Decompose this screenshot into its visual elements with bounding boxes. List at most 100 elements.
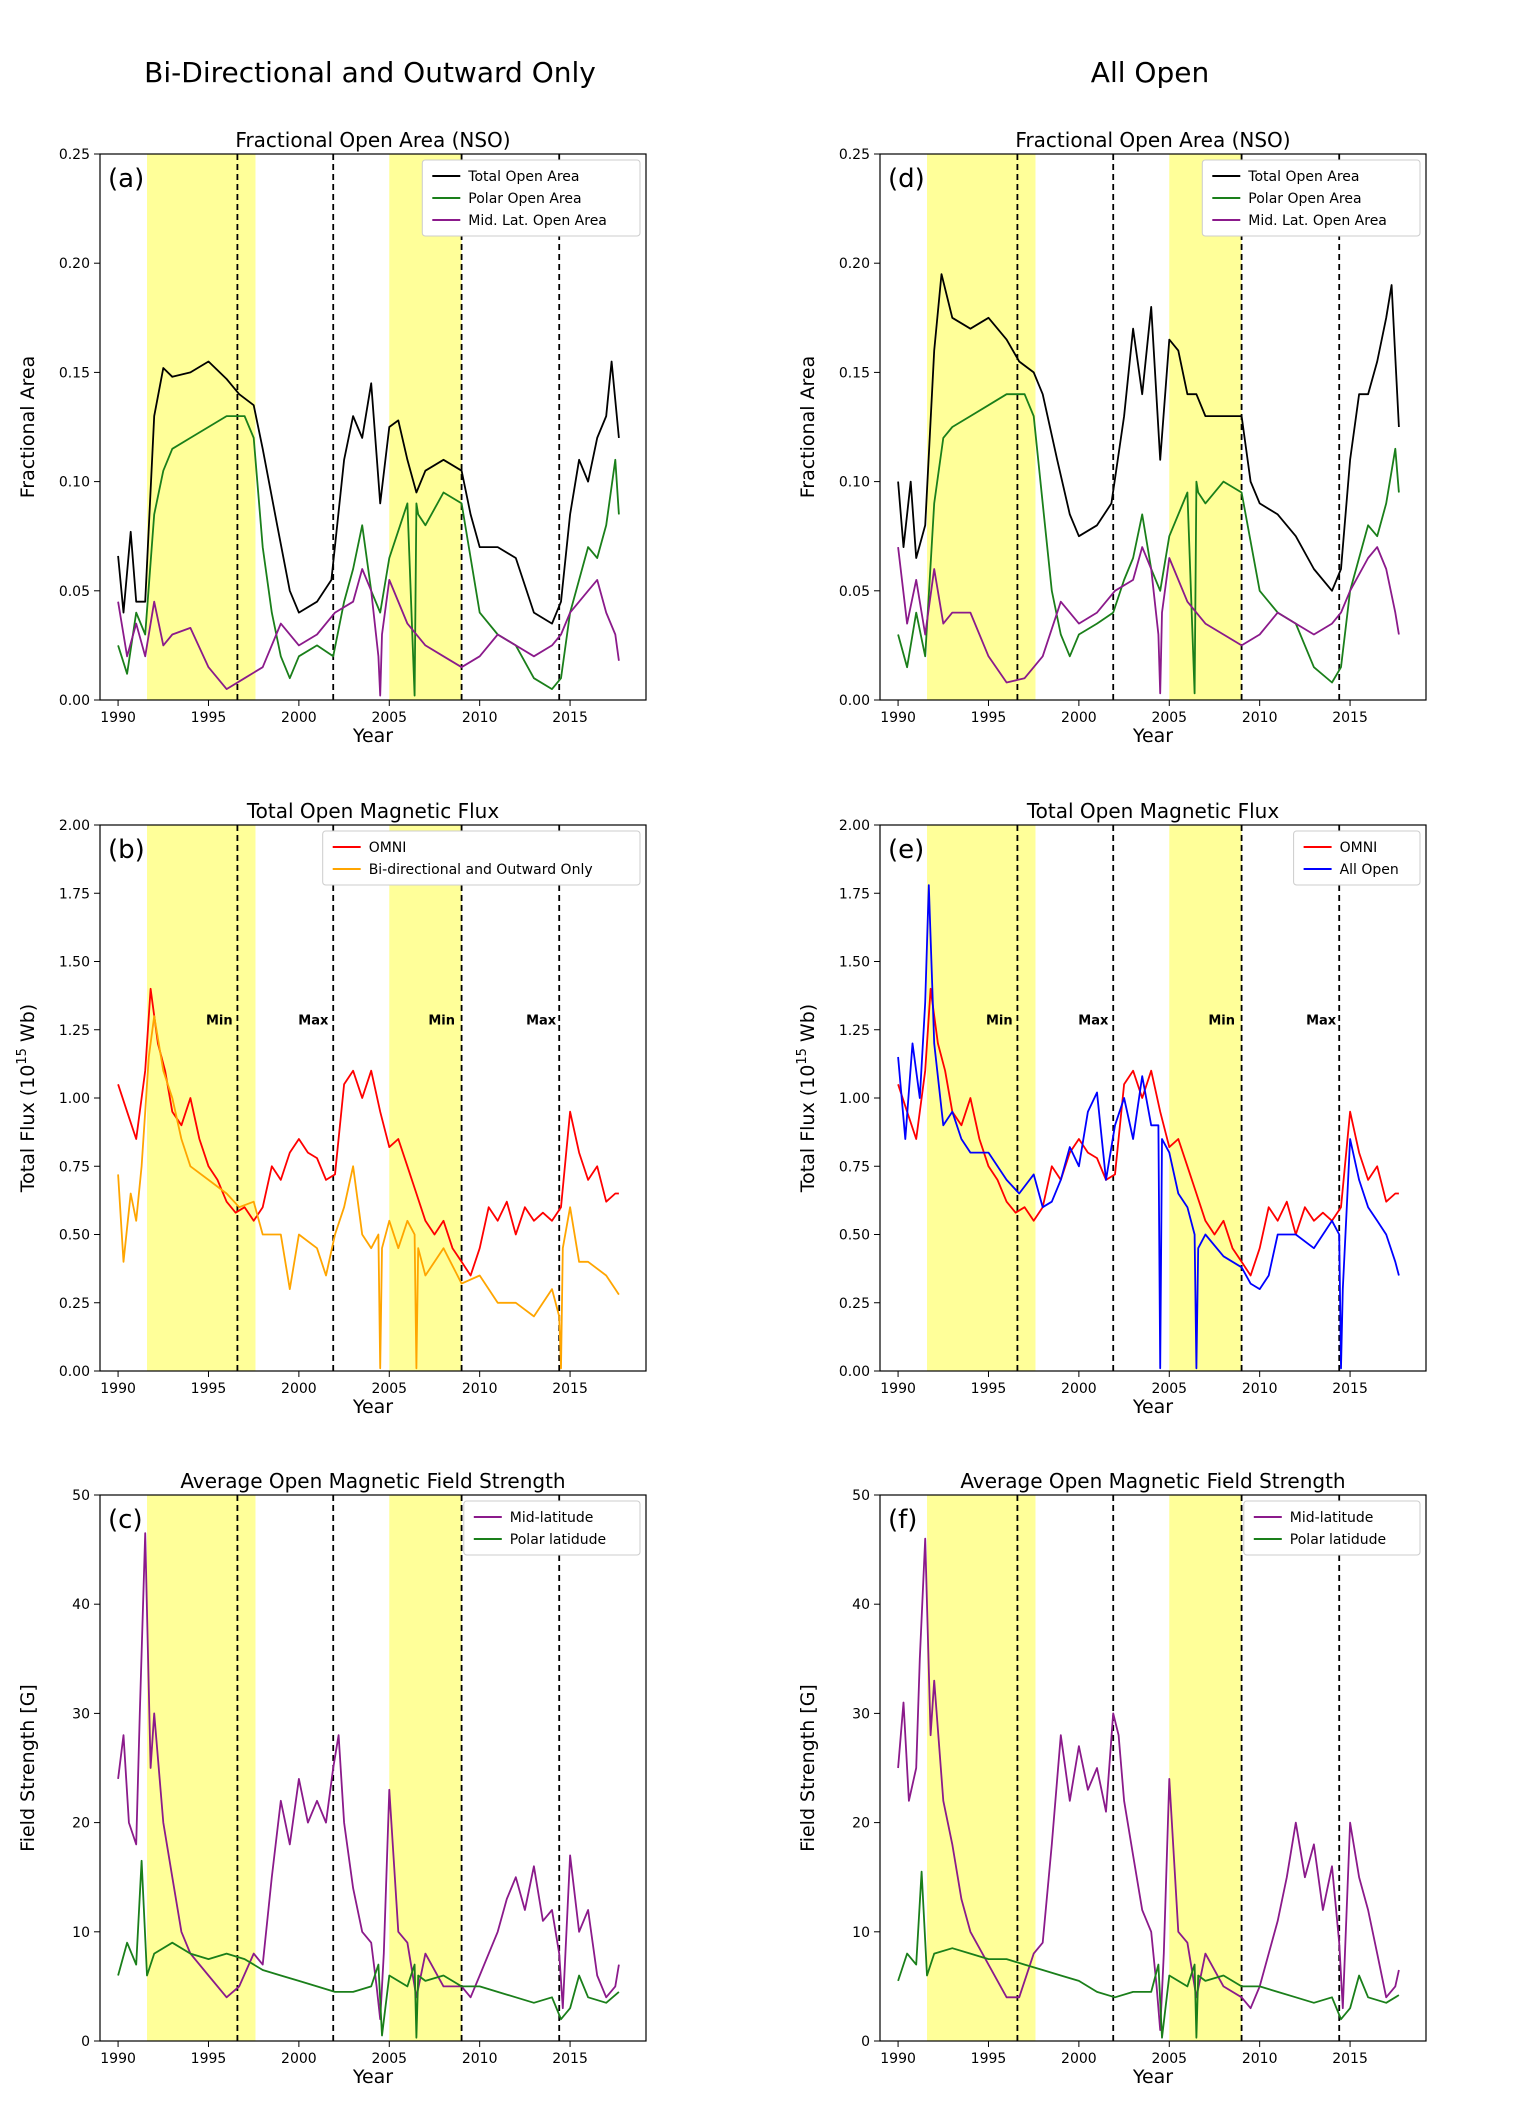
x-tick-label: 2005 bbox=[1151, 2051, 1187, 2067]
panel-c: 1990 1995 2000 2005 2010 2015 0 10 20 30 40 50 Avera… bbox=[17, 1469, 647, 2088]
y-tick-label: 30 bbox=[72, 1706, 90, 1722]
y-tick-label: 2.00 bbox=[59, 818, 90, 834]
x-tick-label: 2000 bbox=[1061, 2051, 1097, 2067]
series-line-1 bbox=[117, 415, 620, 697]
panel-d: 1990 1995 2000 2005 2010 2015 0.00 0.05 0.10 0.15… bbox=[797, 128, 1427, 747]
series-group bbox=[117, 1532, 620, 2039]
y-tick-label: 0.15 bbox=[839, 365, 870, 381]
legend-box bbox=[1293, 830, 1421, 886]
shaded-interval-1 bbox=[1169, 825, 1242, 1371]
shaded-interval-1 bbox=[389, 825, 462, 1371]
x-tick-label: 1995 bbox=[971, 1381, 1007, 1397]
shaded-interval-0 bbox=[927, 1495, 1036, 2041]
y-tick-label: 40 bbox=[72, 1597, 90, 1613]
x-tick-label: 2000 bbox=[1061, 710, 1097, 726]
x-tick-label: 2015 bbox=[1332, 1381, 1368, 1397]
panel-label: (a) bbox=[108, 164, 144, 194]
legend-label: OMNI bbox=[369, 840, 407, 856]
x-axis-label: Year bbox=[352, 2066, 393, 2088]
series-group bbox=[117, 987, 620, 1370]
legend-box bbox=[322, 830, 641, 886]
plot-frame bbox=[879, 153, 1427, 701]
panel-label: (b) bbox=[108, 835, 145, 865]
plot-frame bbox=[99, 153, 647, 701]
panel-label: (c) bbox=[108, 1505, 143, 1535]
series-line-1 bbox=[897, 393, 1400, 695]
legend-label: Polar latidude bbox=[510, 1532, 606, 1548]
y-axis-label: Field Strength [G] bbox=[797, 1684, 819, 1852]
y-tick-label: 0.00 bbox=[59, 693, 90, 709]
annotation-max: Max bbox=[1306, 1013, 1337, 1028]
legend-label: Mid-latitude bbox=[1290, 1510, 1374, 1526]
x-tick-label: 2005 bbox=[371, 710, 407, 726]
legend: Total Open Area Polar Open Area Mid. Lat. … bbox=[1201, 159, 1421, 237]
x-tick-label: 2010 bbox=[462, 2051, 498, 2067]
legend-box bbox=[421, 159, 641, 237]
x-tick-label: 2015 bbox=[552, 2051, 588, 2067]
legend-label: OMNI bbox=[1340, 840, 1378, 856]
legend: Mid-latitude Polar latidude bbox=[463, 1500, 641, 1556]
series-line-0 bbox=[117, 1532, 620, 2021]
y-tick-label: 0.05 bbox=[839, 584, 870, 600]
shaded-interval-0 bbox=[147, 825, 256, 1371]
legend-label: Polar latidude bbox=[1290, 1532, 1386, 1548]
legend-label: All Open bbox=[1340, 862, 1399, 878]
panel-e: 1990 1995 2000 2005 2010 2015 0.00 0.25 0.50 0.75… bbox=[795, 799, 1427, 1418]
x-tick-label: 2010 bbox=[462, 1381, 498, 1397]
y-tick-label: 0.10 bbox=[839, 475, 870, 491]
y-tick-label: 0.00 bbox=[839, 693, 870, 709]
shaded-interval-1 bbox=[389, 1495, 462, 2041]
y-tick-label: 0.10 bbox=[59, 475, 90, 491]
chart-title: Average Open Magnetic Field Strength bbox=[960, 1469, 1345, 1493]
x-tick-label: 2000 bbox=[281, 2051, 317, 2067]
y-tick-label: 20 bbox=[852, 1816, 870, 1832]
y-tick-label: 0.75 bbox=[839, 1159, 870, 1175]
x-axis-label: Year bbox=[352, 725, 393, 747]
y-tick-label: 2.00 bbox=[839, 818, 870, 834]
x-tick-label: 1995 bbox=[191, 2051, 227, 2067]
x-tick-label: 2015 bbox=[1332, 710, 1368, 726]
y-tick-label: 0.50 bbox=[839, 1228, 870, 1244]
y-tick-label: 0.20 bbox=[839, 256, 870, 272]
annotation-max: Max bbox=[1078, 1013, 1109, 1028]
legend: Mid-latitude Polar latidude bbox=[1243, 1500, 1421, 1556]
y-tick-label: 30 bbox=[852, 1706, 870, 1722]
y-tick-label: 0.20 bbox=[59, 256, 90, 272]
series-line-2 bbox=[117, 568, 620, 697]
y-tick-label: 10 bbox=[852, 1925, 870, 1941]
y-axis-label: Fractional Area bbox=[797, 356, 819, 499]
plot-frame bbox=[99, 1494, 647, 2042]
y-tick-label: 50 bbox=[72, 1488, 90, 1504]
plot-frame bbox=[879, 1494, 1427, 2042]
x-tick-label: 1990 bbox=[880, 1381, 916, 1397]
series-line-0 bbox=[117, 360, 620, 625]
y-tick-label: 0.25 bbox=[839, 1296, 870, 1312]
y-tick-label: 0 bbox=[861, 2034, 870, 2050]
chart-title: Average Open Magnetic Field Strength bbox=[180, 1469, 565, 1493]
y-tick-label: 1.00 bbox=[839, 1091, 870, 1107]
series-group bbox=[897, 884, 1400, 1370]
y-tick-label: 1.25 bbox=[59, 1023, 90, 1039]
y-tick-label: 40 bbox=[852, 1597, 870, 1613]
series-group bbox=[897, 1537, 1400, 2039]
x-tick-label: 2015 bbox=[1332, 2051, 1368, 2067]
legend: OMNI Bi-directional and Outward Only bbox=[322, 830, 641, 886]
y-tick-label: 0.00 bbox=[59, 1364, 90, 1380]
x-tick-label: 2000 bbox=[281, 710, 317, 726]
series-line-2 bbox=[897, 546, 1400, 695]
x-tick-label: 1990 bbox=[880, 2051, 916, 2067]
x-tick-label: 2005 bbox=[1151, 710, 1187, 726]
y-axis-label: Total Flux (1015 Wb) bbox=[795, 1004, 819, 1193]
panel-a: 1990 1995 2000 2005 2010 2015 0.00 0.05 0.10 0.15… bbox=[17, 128, 647, 747]
x-tick-label: 2005 bbox=[1151, 1381, 1187, 1397]
chart-title: Total Open Magnetic Flux bbox=[1026, 799, 1280, 823]
panel-b: 1990 1995 2000 2005 2010 2015 0.00 0.25 0.50 0.75… bbox=[15, 799, 647, 1418]
y-tick-label: 1.50 bbox=[839, 955, 870, 971]
annotation-max: Max bbox=[526, 1013, 557, 1028]
y-tick-label: 0.15 bbox=[59, 365, 90, 381]
legend-label: Mid-latitude bbox=[510, 1510, 594, 1526]
series-line-1 bbox=[117, 1015, 620, 1370]
legend-box bbox=[1201, 159, 1421, 237]
x-tick-label: 2015 bbox=[552, 710, 588, 726]
series-line-1 bbox=[897, 884, 1400, 1370]
